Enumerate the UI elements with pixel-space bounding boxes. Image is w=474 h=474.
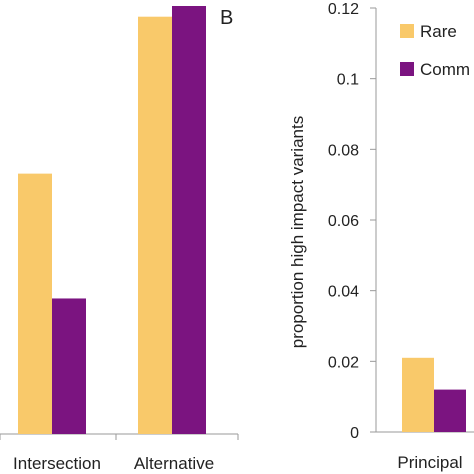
category-label-principal: Principal	[397, 453, 462, 472]
bar-alternative-series-2	[172, 6, 206, 434]
bar-principal-comm	[434, 389, 466, 432]
y-tick-label-6: 0.12	[328, 1, 359, 18]
y-tick-label-0: 0	[350, 425, 359, 442]
y-tick-label-2: 0.04	[328, 284, 359, 301]
y-axis-title: proportion high impact variants	[288, 116, 307, 348]
bar-principal-rare	[402, 357, 434, 432]
y-tick-label-3: 0.06	[328, 213, 359, 230]
panel-b: B 0 0.02 0.04 0.06 0.08 0.1 0.12 proportion hi…	[220, 1, 474, 472]
legend-swatch-comm	[400, 62, 414, 76]
bar-intersection-series-2	[52, 298, 86, 434]
category-label-intersection: Intersection	[13, 454, 101, 473]
bar-alternative-series-1	[138, 16, 172, 434]
y-tick-label-5: 0.1	[337, 72, 359, 89]
panel-a: Intersection Alternative	[0, 6, 239, 473]
y-tick-label-1: 0.02	[328, 354, 359, 371]
y-tick-label-4: 0.08	[328, 142, 359, 159]
legend-label-comm: Comm	[420, 60, 470, 79]
legend-swatch-rare	[400, 24, 414, 38]
panel-b-label: B	[220, 7, 233, 29]
category-label-alternative: Alternative	[134, 454, 214, 473]
legend-label-rare: Rare	[420, 22, 457, 41]
legend: Rare Comm	[400, 22, 470, 79]
bar-intersection-series-1	[18, 173, 52, 434]
